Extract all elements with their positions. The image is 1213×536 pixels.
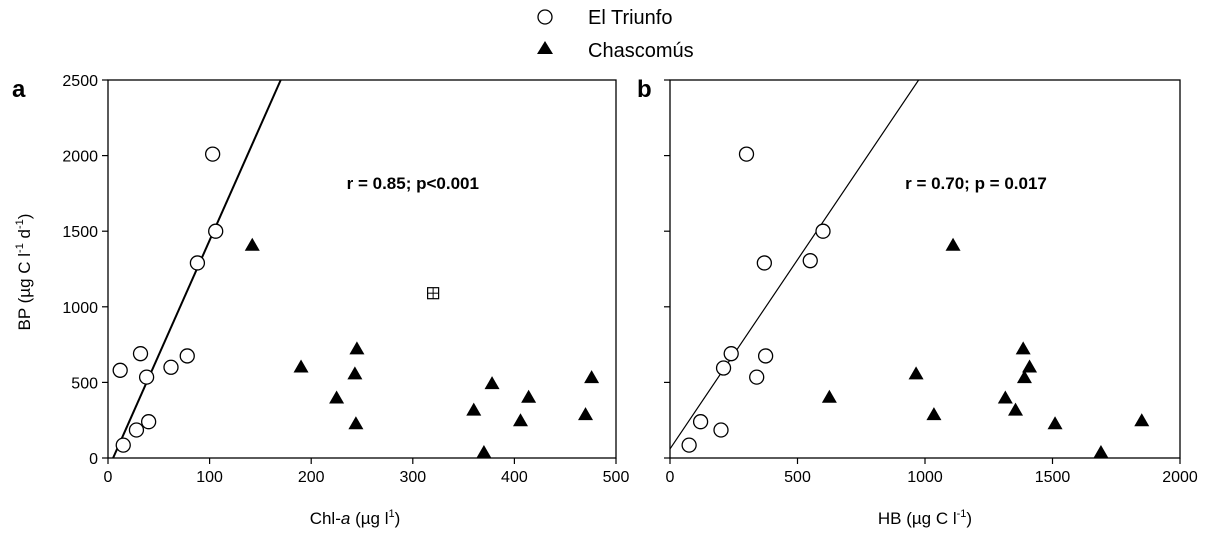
panel-b-point-chascomus (1016, 370, 1032, 384)
panel-b-x-axis-title: HB (µg C l-1) (878, 508, 972, 528)
panel-b-point-chascomus (945, 237, 961, 251)
panel-a-x-tick-label: 100 (196, 469, 223, 486)
panel-a-x-tick-label: 300 (399, 469, 426, 486)
panel-b-point-chascomus (1022, 359, 1038, 373)
panel-b-point-el-triunfo (713, 422, 729, 438)
panel-a-point-el-triunfo (138, 369, 155, 385)
panel-a-ylabel-a: BP (µg C l (15, 253, 34, 331)
panel-a-x-tick-label: 0 (104, 469, 113, 486)
panel-a-point-el-triunfo (112, 362, 128, 378)
panel-b-point-el-triunfo (757, 348, 774, 364)
panel-a-y-axis-title: BP (µg C l-1 d-1) (14, 214, 34, 331)
panel-a: a BP (µg C l-1 d-1) Chl-a (µg l1) 0 100 20… (12, 73, 629, 528)
panel-b-regression-line (670, 80, 920, 450)
svg-text:BP (µg C l-1 d-1): BP (µg C l-1 d-1) (14, 214, 34, 331)
panel-a-x-tick-label: 400 (501, 469, 528, 486)
panel-b-point-el-triunfo (802, 253, 818, 269)
panel-b-x-tick-label: 1000 (907, 469, 943, 486)
panel-a-ylabel-c: ) (15, 214, 34, 220)
panel-b-point-chascomus (821, 389, 837, 403)
panel-b: b HB (µg C l-1) 0 500 1000 1500 2000 r = 0.70… (637, 76, 1198, 528)
panel-b-point-chascomus (926, 407, 942, 421)
panel-b-letter: b (637, 76, 652, 103)
panel-b-point-el-triunfo (738, 146, 755, 162)
panel-a-ylabel-sup1: -1 (14, 243, 26, 253)
panel-a-point-el-triunfo (128, 422, 145, 438)
panel-b-frame (669, 79, 1181, 459)
panel-a-point-el-triunfo (208, 223, 224, 239)
panel-a-frame (107, 79, 617, 459)
panel-a-ylabel-b: d (15, 229, 34, 243)
panel-a-letter: a (12, 76, 26, 103)
panel-b-point-chascomus (997, 390, 1013, 404)
panel-a-annotation: r = 0.85; p<0.001 (347, 174, 479, 193)
panel-b-annotation: r = 0.70; p = 0.017 (905, 174, 1047, 193)
panel-a-point-el-triunfo (140, 414, 157, 430)
legend-marker-chascomus (537, 41, 553, 54)
panel-a-point-chascomus (348, 416, 364, 430)
panel-b-point-chascomus (1047, 416, 1063, 430)
panel-b-point-chascomus (908, 366, 924, 380)
panel-b-point-el-triunfo (681, 437, 697, 453)
panel-a-x-tick-label: 200 (298, 469, 325, 486)
panel-a-ylabel-sup2: -1 (14, 219, 26, 229)
panel-b-point-chascomus (1093, 444, 1109, 458)
panel-b-point-el-triunfo (692, 414, 709, 430)
panel-a-x-tick-label: 500 (603, 469, 630, 486)
panel-a-point-chascomus (578, 407, 594, 421)
panel-b-x-tick-label: 500 (784, 469, 811, 486)
legend-marker-el-triunfo (537, 9, 553, 25)
panel-a-point-el-triunfo (189, 255, 206, 271)
legend-label-el-triunfo: El Triunfo (588, 7, 672, 29)
legend-label-chascomus: Chascomús (588, 40, 694, 62)
panel-a-y-tick-label: 2500 (62, 73, 98, 90)
panel-a-point-chascomus (349, 341, 365, 355)
panel-b-x-tick-label: 2000 (1162, 469, 1198, 486)
panel-a-point-el-triunfo (204, 146, 221, 162)
panel-a-point-chascomus (521, 389, 537, 403)
panel-a-point-el-triunfo (132, 346, 149, 362)
panel-a-x-axis-title: Chl-a (µg l1) (310, 508, 401, 528)
panel-b-point-chascomus (1015, 341, 1031, 355)
legend: El Triunfo Chascomús (537, 7, 694, 62)
panel-a-y-tick-label: 500 (71, 375, 98, 392)
panel-a-point-chascomus (476, 444, 492, 458)
panel-a-point-chascomus (466, 402, 482, 416)
panel-b-point-el-triunfo (715, 360, 732, 376)
panel-a-y-tick-label: 1500 (62, 224, 98, 241)
panel-a-point-chascomus (329, 390, 345, 404)
panel-a-y-tick-label: 0 (89, 451, 98, 468)
panel-b-x-tick-label: 1500 (1035, 469, 1071, 486)
panel-a-point-el-triunfo (179, 348, 195, 364)
panel-b-point-chascomus (1008, 402, 1024, 416)
panel-a-point-chascomus (244, 237, 260, 251)
panel-b-point-chascomus (1134, 413, 1150, 427)
panel-b-point-el-triunfo (756, 255, 772, 271)
panel-b-x-tick-label: 0 (666, 469, 675, 486)
panel-a-point-chascomus (512, 413, 528, 427)
panel-a-point-chascomus (347, 366, 363, 380)
panel-a-y-tick-label: 2000 (62, 149, 98, 166)
panel-b-point-el-triunfo (815, 223, 831, 239)
panel-b-point-el-triunfo (749, 369, 765, 385)
panel-b-point-el-triunfo (723, 346, 739, 362)
panel-a-point-chascomus (584, 370, 600, 384)
panel-a-point-el-triunfo (163, 359, 179, 375)
panel-a-point-chascomus (293, 359, 309, 373)
panel-a-y-tick-label: 1000 (62, 300, 98, 317)
panel-a-point-chascomus (484, 376, 500, 390)
panel-a-point-el-triunfo (115, 437, 131, 453)
